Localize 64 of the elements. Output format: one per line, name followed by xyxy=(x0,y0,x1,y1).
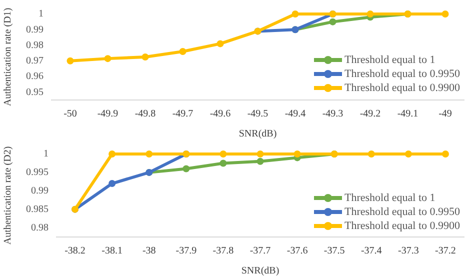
y-tick-label: 0.96 xyxy=(26,71,44,82)
point xyxy=(442,150,449,158)
x-axis-title: SNR(dB) xyxy=(238,128,277,140)
y-tick-label: 0.98 xyxy=(31,222,48,234)
y-tick-label: 0.95 xyxy=(26,86,44,98)
point xyxy=(66,57,74,64)
y-tick-label: 0.98 xyxy=(26,40,44,51)
point xyxy=(182,165,190,172)
legend-label: Threshold equal to 0.9900 xyxy=(344,82,460,94)
point xyxy=(404,150,412,158)
legend-label: Threshold equal to 0.9900 xyxy=(344,220,460,232)
point xyxy=(442,10,449,18)
point xyxy=(366,10,374,18)
x-tick-label: -49.5 xyxy=(247,108,268,120)
x-tick-label: -37.3 xyxy=(398,246,419,257)
x-tick-label: -49.7 xyxy=(172,108,194,120)
x-tick-label: -49 xyxy=(438,108,452,120)
point xyxy=(292,10,299,18)
x-tick-label: -38 xyxy=(142,246,156,257)
point xyxy=(220,150,227,158)
point xyxy=(142,54,149,60)
x-tick-label: -49.6 xyxy=(210,108,231,120)
point xyxy=(108,150,116,158)
x-tick-label: -37.9 xyxy=(176,246,197,257)
x-tick-label: -49.4 xyxy=(284,108,306,120)
point xyxy=(108,180,116,188)
legend-label: Threshold equal to 1 xyxy=(344,54,436,66)
x-tick-label: -49.9 xyxy=(97,108,118,120)
legend-label: Threshold equal to 1 xyxy=(344,192,436,204)
y-tick-label: 0.985 xyxy=(26,204,48,215)
x-axis-title: SNR(dB) xyxy=(241,266,280,277)
y-axis-title: Authentication rate (D2) xyxy=(2,146,14,245)
legend-label: Threshold equal to 0.9950 xyxy=(344,206,460,218)
point xyxy=(256,150,264,158)
x-tick-label: -37.6 xyxy=(286,246,308,257)
point xyxy=(104,55,112,62)
point xyxy=(329,18,336,26)
x-tick-label: -37.8 xyxy=(212,246,234,257)
x-tick-label: -37.5 xyxy=(324,246,345,257)
y-tick-label: 0.99 xyxy=(26,24,44,36)
x-tick-label: -49.2 xyxy=(360,108,381,120)
point xyxy=(216,40,224,48)
point xyxy=(220,160,227,167)
x-tick-label: -38.1 xyxy=(102,246,122,257)
point xyxy=(146,150,153,158)
x-tick-label: -37.4 xyxy=(360,246,382,257)
y-tick-label: 1 xyxy=(44,148,48,160)
point xyxy=(294,150,301,158)
legend-label: Threshold equal to 0.9950 xyxy=(344,68,460,80)
point xyxy=(256,158,264,165)
y-tick-label: 0.99 xyxy=(31,186,48,197)
y-tick-label: 0.97 xyxy=(26,56,44,67)
point xyxy=(179,48,186,56)
y-axis-title: Authentication rate (D1) xyxy=(2,8,14,106)
x-tick-label: -49.8 xyxy=(134,108,156,120)
x-tick-label: -49.1 xyxy=(397,108,418,120)
point xyxy=(368,150,375,158)
x-tick-label: -49.3 xyxy=(322,108,344,120)
y-tick-label: 1 xyxy=(38,8,44,20)
x-tick-label: -37.2 xyxy=(435,246,456,257)
x-tick-label: -37.7 xyxy=(250,246,271,257)
x-tick-label: -50 xyxy=(64,108,77,120)
x-tick-label: -38.2 xyxy=(64,246,86,257)
y-tick-label: 0.995 xyxy=(26,167,48,178)
